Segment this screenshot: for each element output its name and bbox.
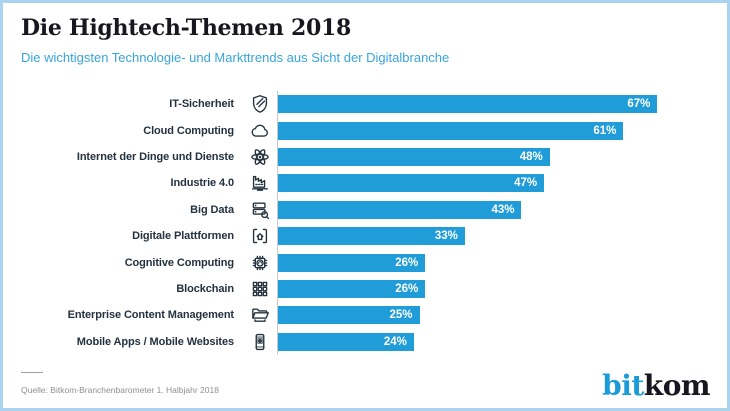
bar-value-label: 24% <box>383 335 407 348</box>
chart-row: Enterprise Content Management 25% <box>18 302 714 329</box>
category-label: Cloud Computing <box>143 124 234 137</box>
bar-value-label: 33% <box>434 230 458 243</box>
chart-row: Blockchain 26% <box>18 275 714 303</box>
smartphone-icon <box>243 331 277 353</box>
bar-value-label: 61% <box>593 124 617 137</box>
chart-row: Mobile Apps / Mobile Websites 24% <box>18 328 714 355</box>
source-note: Quelle: Bitkom-Branchenbarometer 1. Halb… <box>21 385 219 395</box>
chart-row: IT-Sicherheit 67% <box>18 91 714 118</box>
bar-value-label: 67% <box>627 98 651 111</box>
bar: 48% <box>278 147 550 166</box>
bar-track: 48% <box>277 143 714 171</box>
bar: 24% <box>278 332 414 351</box>
bar-value-label: 48% <box>519 150 543 163</box>
bar: 25% <box>278 306 420 325</box>
footer-divider <box>21 372 43 373</box>
factory-chart-icon <box>243 172 277 194</box>
bar-value-label: 43% <box>491 203 515 216</box>
category-label: Enterprise Content Management <box>67 309 235 322</box>
platform-home-icon <box>243 225 277 247</box>
category-label: Internet der Dinge und Dienste <box>76 150 234 163</box>
category-label: Blockchain <box>176 282 234 295</box>
shield-icon <box>243 93 277 115</box>
chart-row: Digitale Plattformen 33% <box>18 222 714 250</box>
header: Die Hightech-Themen 2018 Die wichtigsten… <box>21 15 709 65</box>
bitkom-logo: bitkom <box>602 369 710 402</box>
category-label: Cognitive Computing <box>124 256 234 269</box>
bar-track: 25% <box>277 302 714 329</box>
bar-value-label: 26% <box>395 282 419 295</box>
category-label: Mobile Apps / Mobile Websites <box>76 335 234 348</box>
bar-value-label: 26% <box>395 256 419 269</box>
category-label: Big Data <box>190 203 234 216</box>
bar: 47% <box>278 174 545 193</box>
folder-icon <box>243 304 277 326</box>
bar-track: 26% <box>277 275 714 303</box>
database-search-icon <box>243 199 277 221</box>
blockchain-icon <box>243 278 277 300</box>
bar: 26% <box>278 279 426 298</box>
logo-prefix: bit <box>602 369 644 402</box>
bar: 61% <box>278 121 624 140</box>
bar-track: 33% <box>277 222 714 250</box>
chart-row: Cognitive Computing 26% <box>18 249 714 276</box>
logo-suffix: kom <box>643 369 711 402</box>
bar-chart: IT-Sicherheit 67% Cloud Computing 61% In… <box>18 91 714 355</box>
chart-row: Big Data 43% <box>18 196 714 223</box>
category-label: Industrie 4.0 <box>170 177 235 190</box>
bar: 43% <box>278 200 522 219</box>
cloud-icon <box>243 120 277 142</box>
chip-brain-icon <box>243 252 277 274</box>
category-label: IT-Sicherheit <box>169 98 234 111</box>
bar: 33% <box>278 227 465 246</box>
page-subtitle: Die wichtigsten Technologie- und Markttr… <box>21 50 450 65</box>
page-title: Die Hightech-Themen 2018 <box>21 15 351 41</box>
bar-value-label: 47% <box>514 177 538 190</box>
bar: 67% <box>278 95 658 114</box>
atom-icon <box>243 146 277 168</box>
category-label: Digitale Plattformen <box>132 230 234 243</box>
chart-row: Internet der Dinge und Dienste 48% <box>18 143 714 171</box>
bar: 26% <box>278 253 426 272</box>
bar-track: 43% <box>277 196 714 223</box>
bar-value-label: 25% <box>389 309 413 322</box>
chart-row: Cloud Computing 61% <box>18 117 714 144</box>
bar-track: 47% <box>277 170 714 197</box>
bar-track: 61% <box>277 117 714 144</box>
bar-track: 24% <box>277 328 714 355</box>
bar-track: 26% <box>277 249 714 276</box>
chart-row: Industrie 4.0 47% <box>18 170 714 197</box>
bar-track: 67% <box>277 91 714 118</box>
